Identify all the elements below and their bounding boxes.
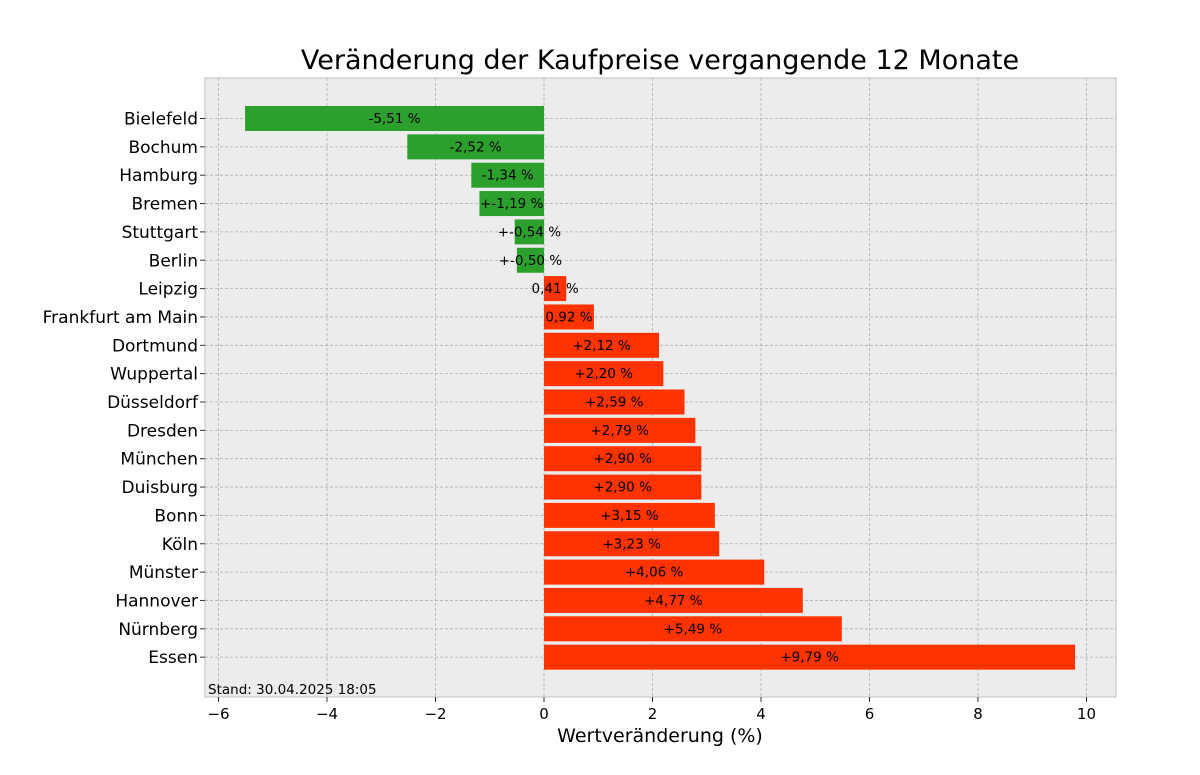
- x-tick-label: −6: [207, 705, 229, 723]
- bar: [544, 276, 567, 302]
- y-tick-label: Bielefeld: [124, 110, 198, 130]
- bar-value-label: -5,51 %: [369, 111, 421, 127]
- x-tick-label: 10: [1077, 705, 1096, 723]
- bar: [544, 644, 1076, 670]
- bar: [544, 361, 664, 387]
- bar: [544, 531, 720, 557]
- bar-value-label: +-0,54 %: [498, 224, 562, 240]
- y-tick-label: München: [120, 450, 198, 470]
- bar: [544, 616, 842, 642]
- y-tick-label: Frankfurt am Main: [43, 308, 198, 328]
- y-tick-label: Dortmund: [112, 336, 198, 356]
- y-tick-label: Leipzig: [138, 280, 198, 300]
- bar-value-label: +-0,50 %: [499, 253, 563, 269]
- bar: [544, 559, 765, 585]
- bar-value-label: -2,52 %: [450, 139, 502, 155]
- bar: [544, 332, 660, 358]
- value-labels: -5,51 % -2,52 % -1,34 % +-1,19 % +-0,54 % +-0…: [369, 111, 839, 666]
- bar: [544, 304, 594, 330]
- y-tick-label: Düsseldorf: [107, 393, 199, 413]
- bar: [544, 389, 685, 415]
- bar: [407, 134, 544, 160]
- bar-value-label: +2,59 %: [585, 395, 644, 411]
- y-axis: Bielefeld Bochum Hamburg Bremen Stuttgart Ber…: [43, 110, 205, 668]
- bar-value-label: +2,90 %: [593, 451, 652, 467]
- bar-value-label: +2,90 %: [593, 480, 652, 496]
- y-tick-label: Dresden: [127, 421, 198, 441]
- bar-value-label: +9,79 %: [780, 650, 839, 666]
- y-tick-label: Wuppertal: [110, 365, 198, 385]
- bar-value-label: 0,41 %: [532, 281, 579, 297]
- x-tick-label: 8: [973, 705, 983, 723]
- y-tick-label: Stuttgart: [122, 223, 199, 243]
- y-tick-label: Hannover: [115, 591, 198, 611]
- bar-value-label: -1,34 %: [482, 168, 534, 184]
- x-tick-label: 0: [539, 705, 549, 723]
- bar-value-label: +5,49 %: [664, 621, 723, 637]
- x-tick-label: 4: [756, 705, 766, 723]
- bar: [544, 587, 803, 613]
- bar: [479, 191, 544, 217]
- chart-title: Veränderung der Kaufpreise vergangende 1…: [301, 45, 1019, 76]
- y-tick-label: Münster: [129, 563, 198, 583]
- bar-value-label: +2,20 %: [574, 366, 633, 382]
- bar-value-label: +3,23 %: [602, 536, 661, 552]
- x-tick-label: −4: [316, 705, 338, 723]
- x-axis: −6 −4 −2 0 2 4 6 8 10: [207, 697, 1096, 723]
- bar: [544, 417, 696, 443]
- bars: [245, 106, 1076, 670]
- timestamp-annotation: Stand: 30.04.2025 18:05: [208, 682, 377, 698]
- bar-value-label: +2,79 %: [590, 423, 649, 439]
- bar: [544, 502, 715, 528]
- bar-value-label: 0,92 %: [545, 309, 592, 325]
- x-tick-label: 6: [865, 705, 875, 723]
- y-tick-label: Essen: [148, 648, 198, 668]
- bar: [471, 162, 544, 188]
- bar-value-label: +2,12 %: [572, 338, 631, 354]
- bar: [245, 106, 544, 131]
- bar: [516, 247, 544, 273]
- y-tick-label: Duisburg: [122, 478, 199, 498]
- plot-frame: [204, 77, 1117, 698]
- x-tick-label: −2: [424, 705, 446, 723]
- x-axis-label: Wertveränderung (%): [557, 725, 763, 747]
- x-tick-label: 2: [648, 705, 658, 723]
- y-tick-label: Köln: [162, 535, 198, 555]
- y-tick-label: Berlin: [149, 251, 198, 271]
- bar-value-label: +4,77 %: [644, 593, 703, 609]
- y-tick-label: Bonn: [154, 506, 198, 526]
- bar: [544, 474, 702, 500]
- bar-value-label: +4,06 %: [625, 565, 684, 581]
- bar-value-label: +3,15 %: [600, 508, 659, 524]
- y-tick-label: Nürnberg: [118, 620, 198, 640]
- y-tick-label: Bochum: [128, 138, 198, 158]
- y-tick-label: Bremen: [131, 195, 198, 215]
- y-tick-label: Hamburg: [119, 166, 198, 186]
- bar-value-label: +-1,19 %: [480, 196, 544, 212]
- bar: [514, 219, 544, 245]
- bar: [544, 446, 702, 472]
